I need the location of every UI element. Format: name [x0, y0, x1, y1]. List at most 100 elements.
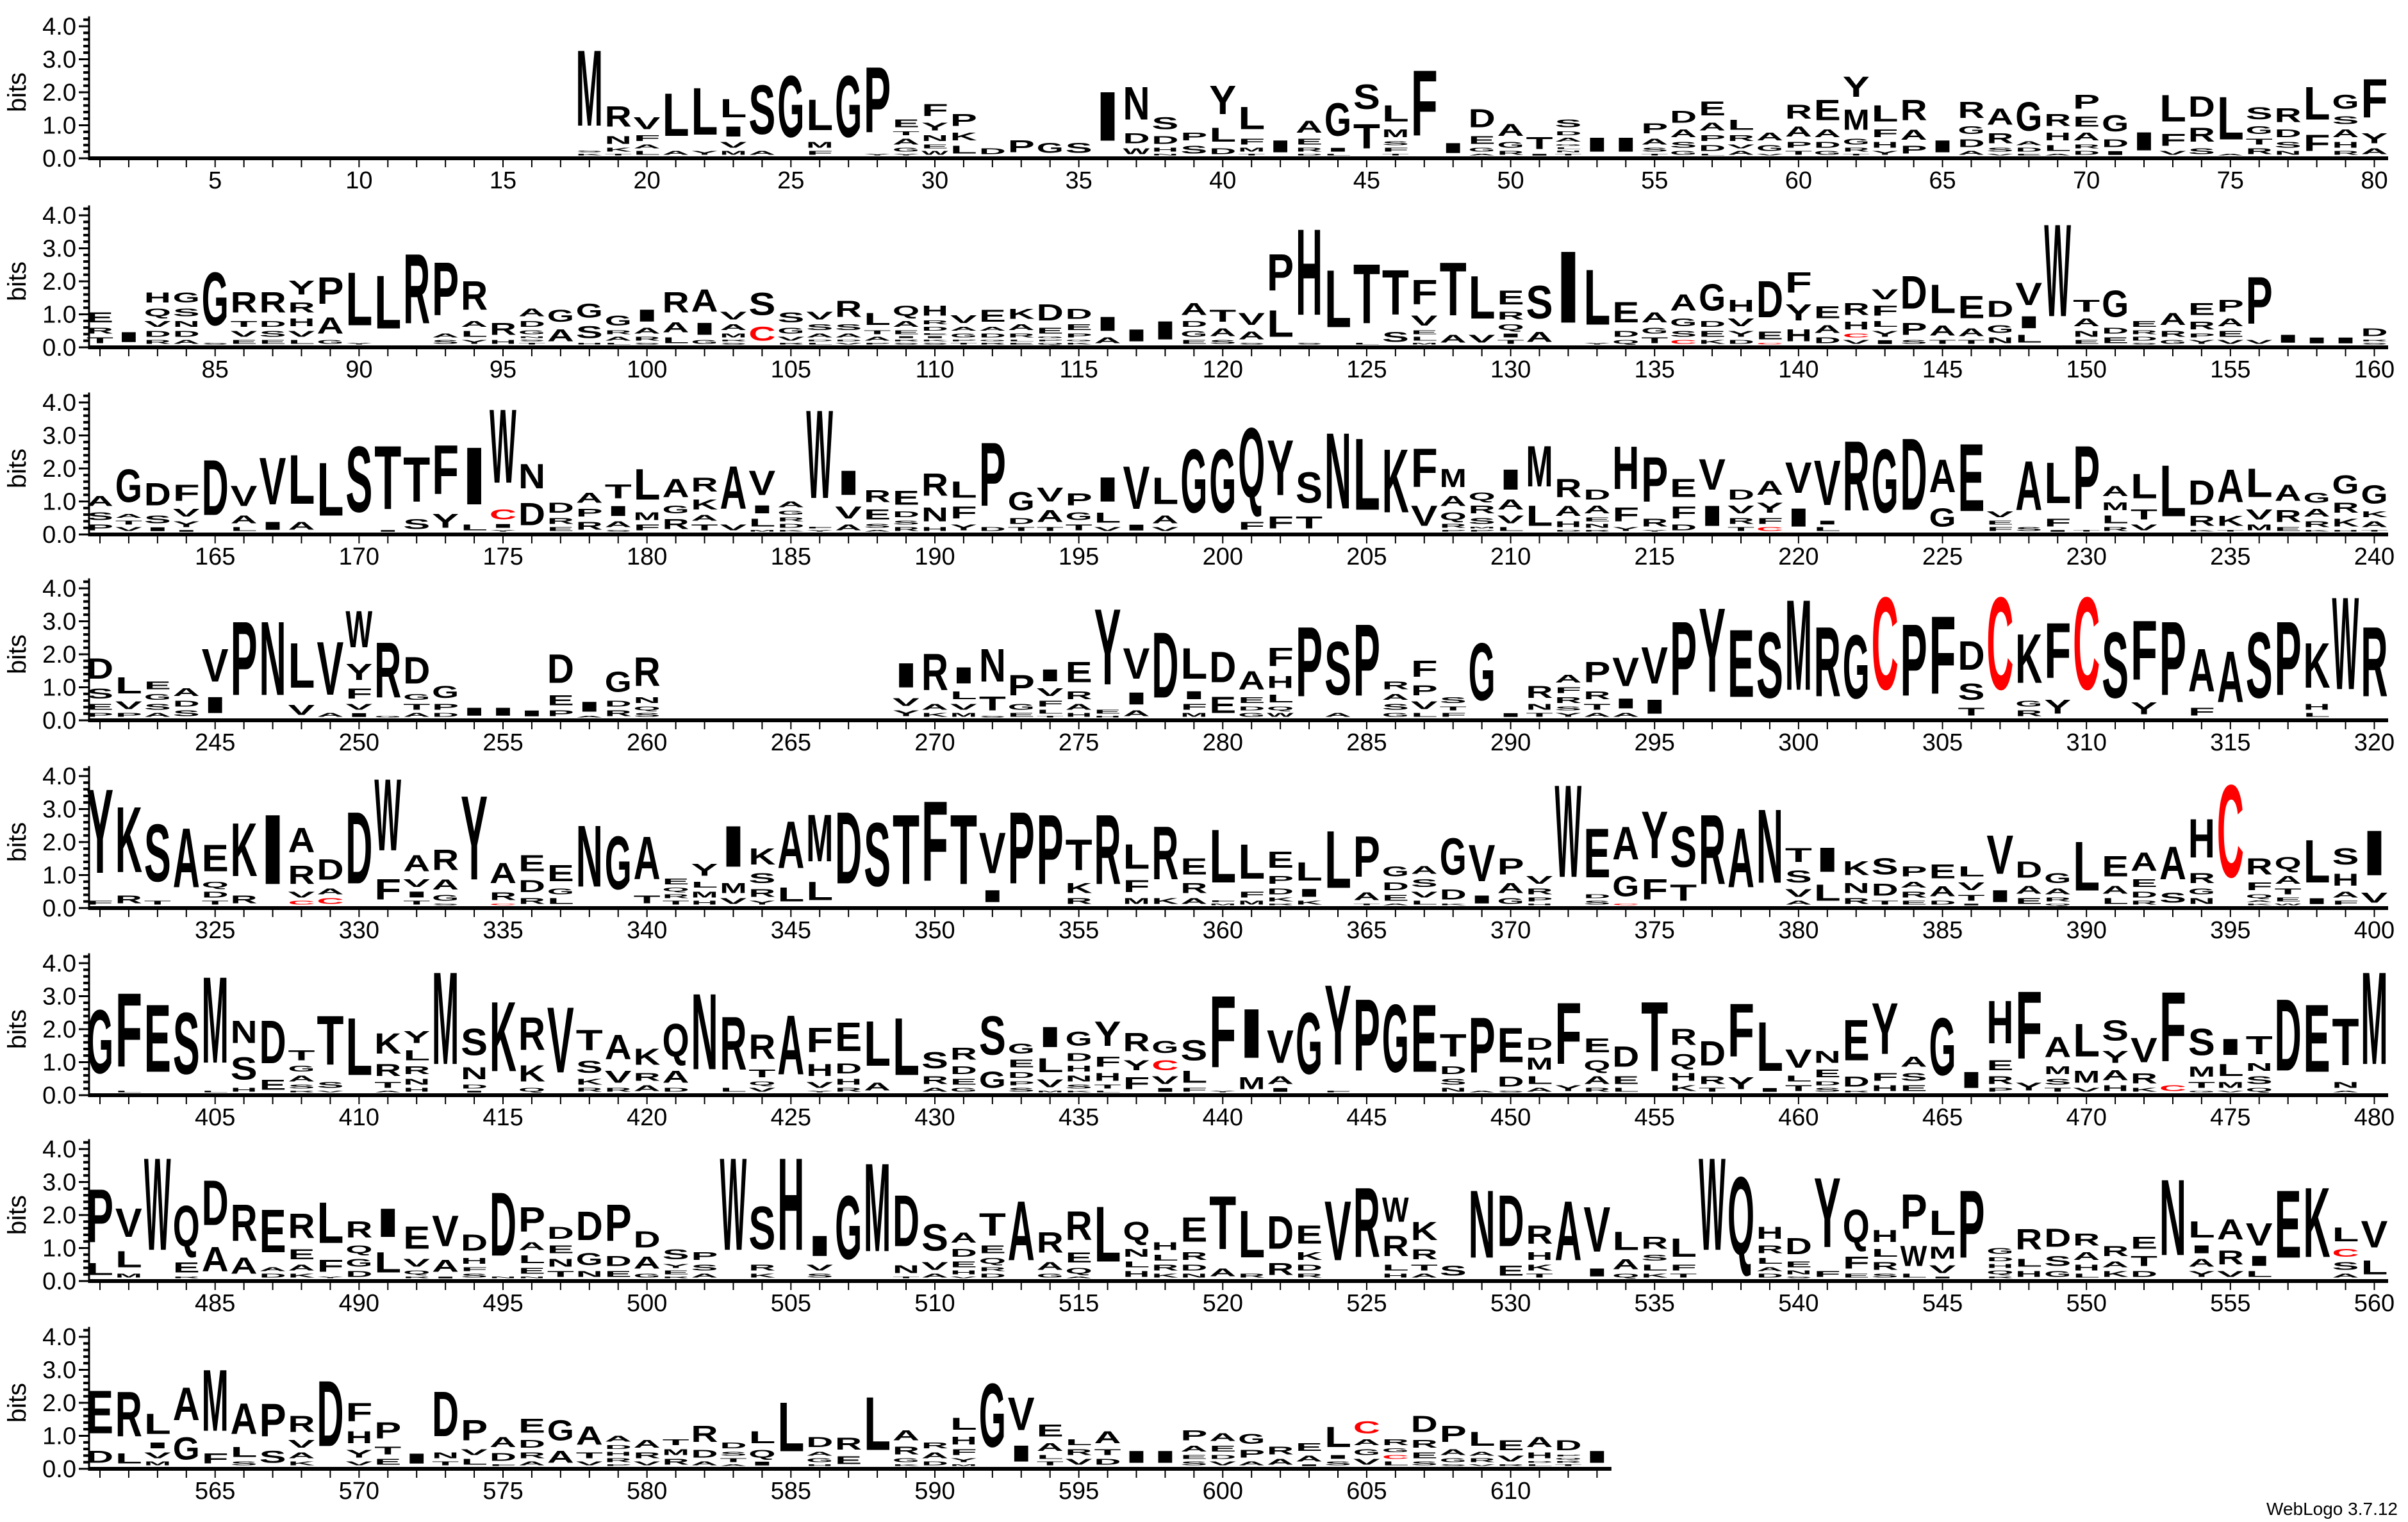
logo-stack: VA [720, 453, 746, 533]
logo-letter: S [893, 520, 919, 526]
logo-letter: G [518, 329, 545, 335]
logo-stack: SDA [173, 686, 200, 718]
logo-letter: T [605, 481, 632, 503]
logo-stack: AI [1094, 313, 1121, 345]
logo-letter: R [1843, 1090, 1870, 1093]
logo-letter: A [2015, 140, 2042, 147]
logo-letter: Q [2044, 903, 2071, 906]
logo-letter: E [893, 117, 919, 129]
logo-stack: I [461, 706, 488, 718]
logo-letter: Y [2044, 695, 2071, 718]
logo-stack: E [2275, 1170, 2302, 1278]
logo-letter: F [1037, 699, 1064, 709]
logo-letter: L [1180, 1068, 1207, 1087]
logo-letter: D [345, 1270, 372, 1279]
logo-letter: I [806, 1230, 833, 1262]
logo-letter: W [144, 1130, 171, 1278]
logo-letter: T [2246, 137, 2273, 147]
logo-letter: Q [1037, 342, 1064, 345]
logo-letter: W [1554, 757, 1581, 906]
logo-letter: L [1324, 153, 1351, 156]
logo-stack: TRD [1699, 1034, 1726, 1093]
logo-letter: I [1526, 153, 1553, 156]
logo-stack: TDS [1872, 854, 1899, 906]
logo-letter: V [288, 702, 316, 718]
logo-letter: M [202, 951, 229, 1089]
logo-letter: D [202, 1168, 229, 1239]
logo-stack: P [1008, 791, 1035, 906]
logo-stack: RDE [518, 850, 545, 906]
logo-letter: D [2275, 127, 2302, 140]
logo-letter: R [1382, 1437, 1409, 1447]
logo-letter: V [115, 1201, 142, 1246]
logo-stack: S [173, 994, 200, 1093]
logo-stack: W [720, 1130, 746, 1278]
logo-letter: T [2275, 887, 2302, 897]
logo-letter: L [374, 260, 401, 345]
logo-letter: V [576, 1460, 603, 1466]
logo-letter: D [1728, 339, 1754, 345]
logo-letter: Y [806, 529, 833, 532]
logo-letter: S [2044, 1077, 2071, 1087]
logo-letter: R [1872, 1260, 1899, 1273]
logo-letter: A [921, 1451, 948, 1460]
logo-letter: M [576, 28, 603, 149]
y-tick-label: 2.0 [42, 829, 76, 856]
logo-letter: L [1353, 417, 1380, 532]
logo-letter: K [576, 1077, 604, 1087]
logo-letter: P [432, 702, 459, 712]
logo-letter: N [1066, 1073, 1093, 1083]
logo-stack: AR [231, 1195, 258, 1279]
logo-letter: F [1872, 302, 1899, 318]
logo-letter: S [1872, 854, 1899, 879]
logo-letter: A [173, 1378, 200, 1430]
x-tick-label: 570 [339, 1478, 379, 1505]
logo-letter: K [921, 712, 948, 718]
logo-letter: S [173, 709, 200, 718]
logo-stack: RDE [1843, 1007, 1870, 1093]
logo-letter: R [634, 1451, 661, 1460]
logo-letter: A [1094, 336, 1121, 345]
logo-letter: A [1469, 1451, 1496, 1457]
y-tick-label: 0.0 [42, 1456, 76, 1483]
logo-letter: S [921, 1047, 948, 1073]
logo-letter: T [1037, 715, 1064, 718]
x-tick-label: 465 [1922, 1104, 1963, 1131]
logo-letter: P [2073, 90, 2100, 113]
logo-letter: K [893, 1464, 919, 1466]
logo-letter: W [921, 150, 949, 156]
logo-letter: F [490, 1464, 516, 1466]
logo-letter: D [1554, 1437, 1581, 1453]
logo-stack: P [2275, 600, 2302, 718]
logo-letter: F [1094, 1054, 1121, 1070]
logo-letter: K [950, 130, 977, 143]
logo-letter: R [777, 517, 804, 523]
x-tick-label: 315 [2210, 729, 2250, 756]
logo-stack: ED [260, 1007, 286, 1093]
logo-stack: HSG [576, 300, 603, 345]
logo-letter: S [1209, 339, 1236, 345]
logo-letter: T [634, 893, 661, 906]
logo-letter: P [461, 1414, 488, 1446]
logo-letter: S [864, 523, 891, 529]
logo-stack: F [1411, 51, 1438, 156]
logo-letter: V [317, 1090, 343, 1093]
logo-letter: R [1728, 517, 1754, 526]
logo-letter: V [1209, 1460, 1236, 1466]
logo-stack: HLR [2015, 1224, 2042, 1279]
logo-stack: LF [115, 971, 142, 1093]
logo-letter: V [1843, 339, 1870, 345]
logo-letter: S [1296, 463, 1323, 512]
logo-stack: AR [1267, 1444, 1294, 1467]
logo-letter: R [432, 844, 459, 876]
logo-letter: D [1901, 417, 1927, 531]
logo-letter: G [576, 1250, 603, 1269]
